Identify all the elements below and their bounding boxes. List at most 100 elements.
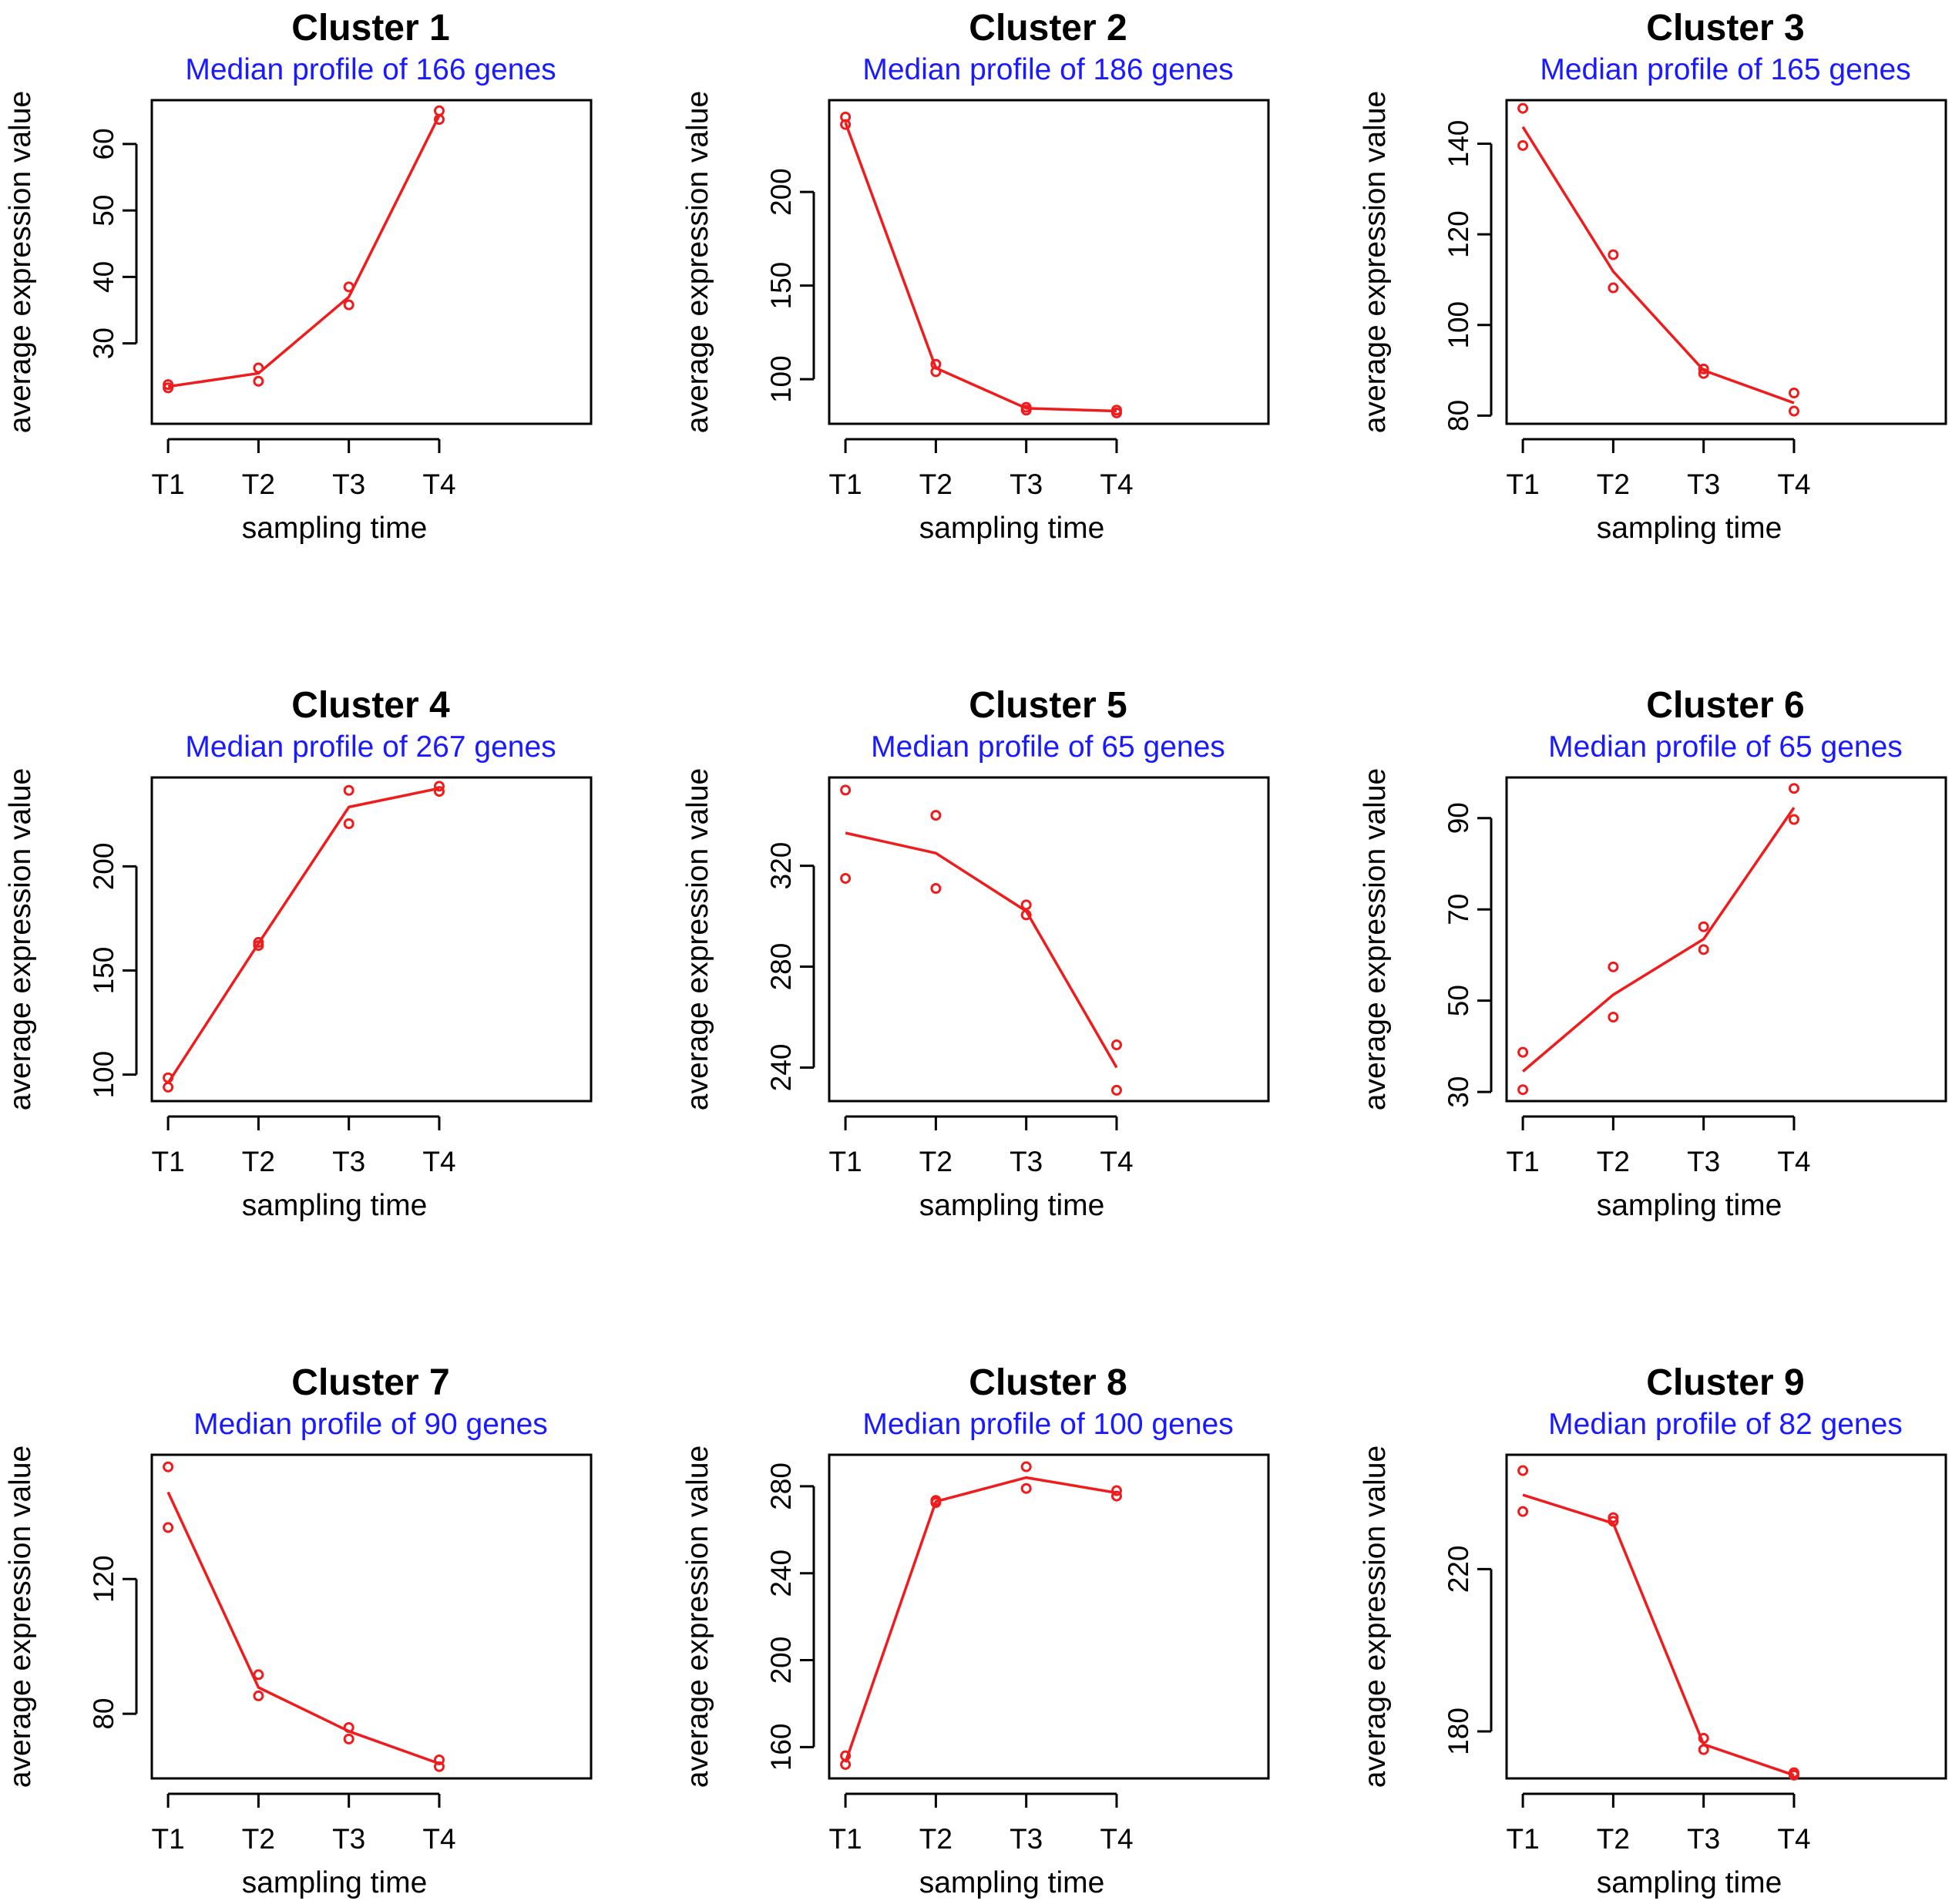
cluster-3-data-point	[1608, 282, 1619, 294]
cluster-6-y-tick-label: 50	[1443, 985, 1474, 1016]
cluster-9-data-point	[1517, 1465, 1529, 1476]
cluster-4-plot-frame	[150, 776, 593, 1103]
cluster-4-title: Cluster 4	[291, 685, 450, 726]
cluster-3-y-tick-label: 140	[1443, 120, 1474, 168]
cluster-2-title: Cluster 2	[969, 8, 1127, 49]
cluster-9-data-point	[1608, 1516, 1619, 1527]
cluster-5-x-tick-label: T3	[1010, 1146, 1043, 1177]
cluster-5-x-axis-label: sampling time	[919, 1189, 1105, 1222]
cluster-3-x-tick-label: T1	[1507, 468, 1540, 500]
cluster-2-x-tick-label: T4	[1100, 468, 1133, 500]
cluster-3-y-tick-label: 80	[1443, 400, 1474, 432]
cluster-8-y-tick-label: 160	[765, 1724, 797, 1771]
cluster-4-x-tick-label: T3	[332, 1146, 365, 1177]
cluster-7-data-point	[343, 1733, 354, 1744]
cluster-4-y-tick-label: 200	[88, 843, 119, 891]
cluster-4-y-tick-label: 150	[88, 947, 119, 995]
cluster-5-plot-frame	[828, 776, 1270, 1103]
cluster-6-data-point	[1788, 814, 1799, 825]
cluster-7-x-axis-label: sampling time	[242, 1866, 428, 1899]
cluster-8-data-point	[1110, 1485, 1122, 1496]
cluster-6-data-point	[1698, 921, 1709, 932]
cluster-3-title: Cluster 3	[1646, 8, 1804, 49]
cluster-1-x-axis-label: sampling time	[242, 512, 428, 545]
cluster-5-data-point	[930, 883, 942, 895]
cluster-3-x-axis-label: sampling time	[1597, 512, 1782, 545]
cluster-9-panel: Cluster 9 Median profile of 82 genes T1 T2 T…	[1359, 1362, 1947, 1899]
cluster-9-x-tick-label: T2	[1597, 1823, 1630, 1855]
cluster-1-y-tick-label: 60	[88, 128, 119, 160]
cluster-4-x-tick-label: T1	[152, 1146, 185, 1177]
cluster-2-subtitle: Median profile of 186 genes	[862, 53, 1233, 86]
cluster-1-data-point	[253, 362, 264, 374]
cluster-5-y-tick-label: 240	[765, 1044, 797, 1092]
cluster-2-plot-frame	[828, 99, 1270, 425]
cluster-7-data-point	[253, 1690, 264, 1701]
cluster-8-x-tick-label: T4	[1100, 1823, 1133, 1855]
cluster-4-panel: Cluster 4 Median profile of 267 genes T1 T2…	[4, 685, 593, 1222]
cluster-5-y-tick-label: 280	[765, 943, 797, 991]
cluster-3-median-line	[1521, 126, 1795, 405]
cluster-7-median-line	[166, 1491, 440, 1765]
cluster-4-y-axis-label: average expression value	[4, 768, 37, 1110]
cluster-1-x-tick-label: T2	[242, 468, 275, 500]
cluster-7-y-axis-label: average expression value	[4, 1446, 37, 1788]
cluster-8-x-tick-label: T3	[1010, 1823, 1043, 1855]
cluster-3-data-point	[1608, 249, 1619, 260]
cluster-7-y-tick-label: 120	[88, 1555, 119, 1603]
cluster-2-median-line	[844, 122, 1117, 413]
cluster-4-median-line	[166, 787, 440, 1084]
cluster-6-data-point	[1517, 1084, 1529, 1096]
cluster-6-y-axis-label: average expression value	[1359, 768, 1392, 1110]
cluster-7-plot-frame	[150, 1453, 593, 1780]
cluster-8-median-line	[844, 1476, 1117, 1763]
cluster-8-panel: Cluster 8 Median profile of 100 genes T1 T2…	[681, 1362, 1270, 1899]
cluster-1-x-tick-label: T1	[152, 468, 185, 500]
cluster-9-subtitle: Median profile of 82 genes	[1548, 1408, 1903, 1441]
cluster-2-data-point	[930, 358, 942, 370]
cluster-2-data-point	[1020, 401, 1032, 413]
cluster-1-y-tick-label: 50	[88, 195, 119, 227]
cluster-1-plot-frame	[150, 99, 593, 425]
cluster-5-title: Cluster 5	[969, 685, 1127, 726]
cluster-9-x-axis-label: sampling time	[1597, 1866, 1782, 1899]
cluster-4-data-point	[343, 818, 354, 829]
cluster-2-x-axis-label: sampling time	[919, 512, 1105, 545]
cluster-8-data-point	[930, 1495, 942, 1506]
cluster-1-title: Cluster 1	[291, 8, 449, 49]
cluster-6-y-tick-label: 70	[1443, 894, 1474, 925]
cluster-8-y-tick-label: 240	[765, 1550, 797, 1597]
cluster-6-x-tick-label: T3	[1687, 1146, 1720, 1177]
cluster-8-subtitle: Median profile of 100 genes	[862, 1408, 1233, 1441]
cluster-3-subtitle: Median profile of 165 genes	[1540, 53, 1910, 86]
cluster-9-x-tick-label: T1	[1507, 1823, 1540, 1855]
cluster-4-data-point	[253, 937, 264, 949]
cluster-1-y-axis-label: average expression value	[4, 91, 37, 433]
cluster-3-data-point	[1517, 102, 1529, 114]
cluster-7-title: Cluster 7	[291, 1362, 449, 1403]
cluster-9-y-tick-label: 220	[1443, 1546, 1474, 1593]
cluster-9-y-tick-label: 180	[1443, 1708, 1474, 1755]
cluster-5-data-point	[840, 872, 852, 884]
cluster-4-x-tick-label: T2	[242, 1146, 275, 1177]
cluster-5-x-tick-label: T2	[919, 1146, 952, 1177]
cluster-5-subtitle: Median profile of 65 genes	[871, 730, 1225, 764]
cluster-6-x-tick-label: T2	[1597, 1146, 1630, 1177]
cluster-5-data-point	[1020, 899, 1032, 911]
cluster-1-y-tick-label: 40	[88, 261, 119, 293]
cluster-2-data-point	[1110, 405, 1122, 416]
cluster-8-plot-frame	[828, 1453, 1270, 1780]
cluster-8-data-point	[1020, 1483, 1032, 1494]
cluster-6-median-line	[1521, 807, 1796, 1073]
cluster-6-x-axis-label: sampling time	[1597, 1189, 1782, 1222]
cluster-4-data-point	[343, 784, 354, 796]
cluster-4-y-tick-label: 100	[88, 1051, 119, 1099]
cluster-3-y-axis-label: average expression value	[1359, 91, 1392, 433]
cluster-8-data-point	[1110, 1490, 1122, 1502]
cluster-5-data-point	[840, 784, 852, 796]
cluster-3-panel: Cluster 3 Median profile of 165 genes T1 T2…	[1359, 8, 1947, 545]
cluster-8-data-point	[1020, 1461, 1032, 1472]
cluster-1-y-tick-label: 30	[88, 327, 119, 359]
cluster-5-median-line	[845, 831, 1118, 1069]
cluster-1-data-point	[343, 299, 354, 311]
